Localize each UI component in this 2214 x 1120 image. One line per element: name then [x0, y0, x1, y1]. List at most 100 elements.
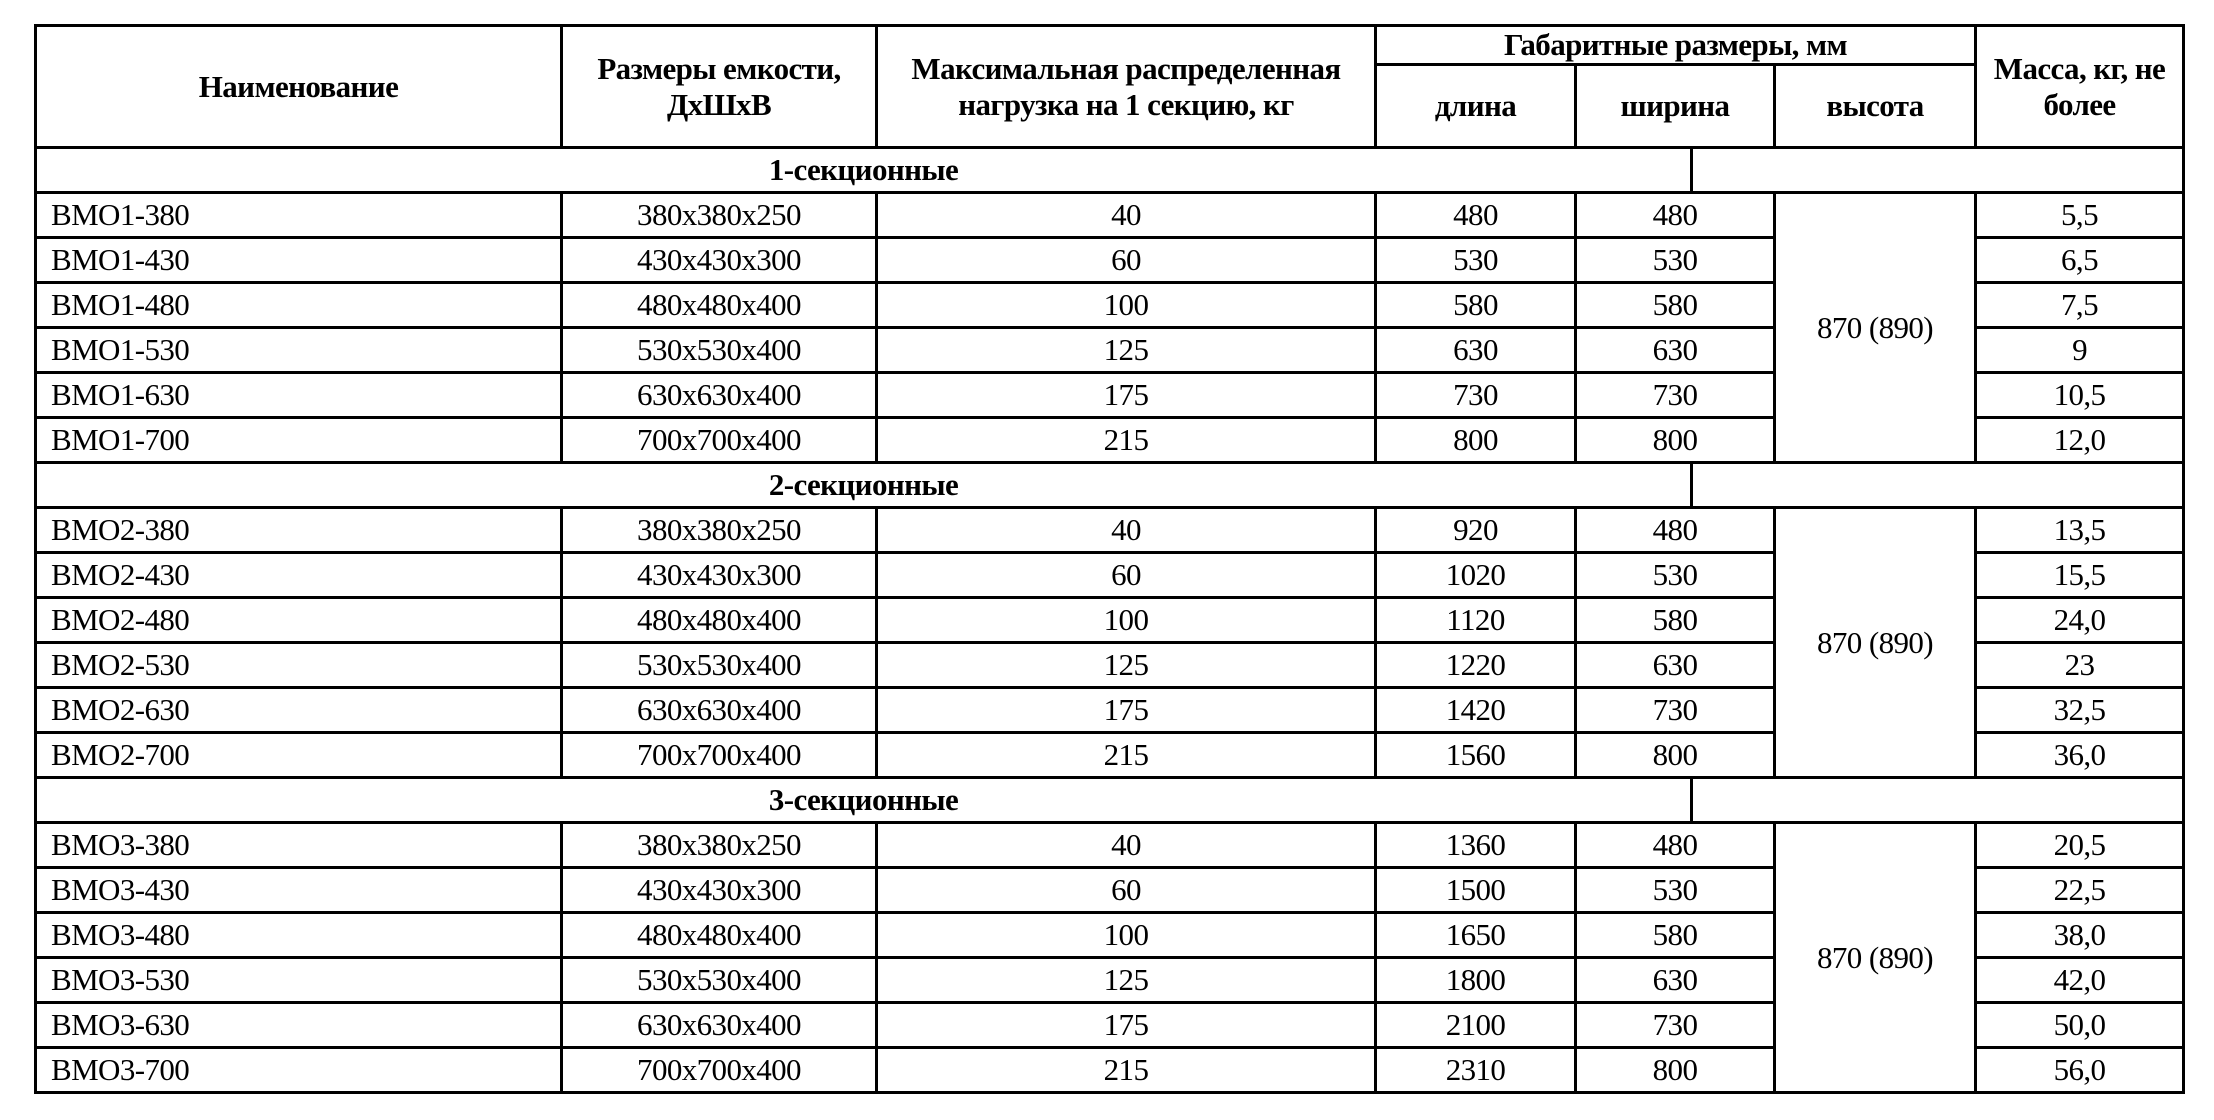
table-row: ВМО2-430 430х430х300 60 1020 530 15,5	[34, 551, 2186, 599]
cell-mass: 20,5	[1974, 821, 2186, 869]
cell-size: 700х700х400	[560, 416, 878, 464]
cell-width: 630	[1574, 326, 1776, 374]
cell-size: 430х430х300	[560, 866, 878, 914]
header-length: длина	[1374, 63, 1577, 149]
cell-name: ВМО2-480	[34, 596, 563, 644]
cell-load: 60	[875, 236, 1377, 284]
cell-name: ВМО1-380	[34, 191, 563, 239]
header-overall-dimensions: Габаритные размеры, мм	[1373, 24, 1978, 66]
cell-width: 580	[1574, 281, 1776, 329]
cell-name: ВМО2-530	[34, 641, 563, 689]
cell-size: 530х530х400	[560, 956, 878, 1004]
cell-size: 630х630х400	[560, 686, 878, 734]
cell-width: 730	[1574, 371, 1776, 419]
cell-length: 1420	[1374, 686, 1577, 734]
cell-size: 430х430х300	[560, 551, 878, 599]
cell-width: 730	[1574, 686, 1776, 734]
cell-length: 1650	[1374, 911, 1577, 959]
cell-width: 530	[1574, 866, 1776, 914]
cell-name: ВМО1-530	[34, 326, 563, 374]
cell-width: 480	[1574, 191, 1776, 239]
cell-mass: 24,0	[1974, 596, 2186, 644]
cell-mass: 9	[1974, 326, 2186, 374]
cell-length: 480	[1374, 191, 1577, 239]
header-width: ширина	[1574, 63, 1776, 149]
cell-name: ВМО3-700	[34, 1046, 563, 1094]
table-row: ВМО3-530 530х530х400 125 1800 630 42,0	[34, 956, 2186, 1004]
cell-mass: 12,0	[1974, 416, 2186, 464]
table-row: ВМО1-480 480х480х400 100 580 580 7,5	[34, 281, 2186, 329]
cell-name: ВМО3-380	[34, 821, 563, 869]
header-mass: Масса, кг, не более	[1974, 24, 2186, 149]
cell-size: 480х480х400	[560, 281, 878, 329]
section-empty-cell	[1689, 461, 2186, 509]
table-row: ВМО3-380 380х380х250 40 1360 480 870 (890) 20,…	[34, 821, 2186, 1094]
cell-size: 530х530х400	[560, 326, 878, 374]
cell-load: 175	[875, 371, 1377, 419]
cell-mass: 42,0	[1974, 956, 2186, 1004]
cell-width: 580	[1574, 911, 1776, 959]
cell-name: ВМО1-630	[34, 371, 563, 419]
table-row: ВМО3-430 430х430х300 60 1500 530 22,5	[34, 866, 2186, 914]
cell-load: 60	[875, 551, 1377, 599]
cell-name: ВМО2-380	[34, 506, 563, 554]
table-body: 1-секционные ВМО1-380 380х380х250 40 480 480 8…	[34, 146, 2186, 1094]
cell-mass: 6,5	[1974, 236, 2186, 284]
cell-mass: 38,0	[1974, 911, 2186, 959]
table-row: ВМО1-700 700х700х400 215 800 800 12,0	[34, 416, 2186, 464]
cell-load: 215	[875, 416, 1377, 464]
header-height: высота	[1772, 63, 1978, 149]
section-row: 3-секционные	[34, 776, 2186, 824]
cell-name: ВМО1-700	[34, 416, 563, 464]
cell-width: 800	[1574, 731, 1776, 779]
cell-name: ВМО3-430	[34, 866, 563, 914]
section-empty-cell	[1689, 146, 2186, 194]
section-title: 2-секционные	[34, 461, 1693, 509]
cell-mass: 10,5	[1974, 371, 2186, 419]
cell-length: 1220	[1374, 641, 1577, 689]
cell-size: 380х380х250	[560, 821, 878, 869]
cell-length: 2310	[1374, 1046, 1577, 1094]
header-size: Размеры емкости, ДхШхВ	[560, 24, 878, 149]
cell-height: 870 (890)	[1772, 191, 1978, 464]
cell-length: 1020	[1374, 551, 1577, 599]
table-row: ВМО1-380 380х380х250 40 480 480 870 (890) 5,5	[34, 191, 2186, 464]
specifications-table: Наименование Размеры емкости, ДхШхВ Макс…	[34, 24, 2186, 1094]
section-empty-cell	[1689, 776, 2186, 824]
cell-height: 870 (890)	[1772, 821, 1978, 1094]
cell-size: 380х380х250	[560, 191, 878, 239]
cell-mass: 15,5	[1974, 551, 2186, 599]
cell-load: 125	[875, 956, 1377, 1004]
cell-width: 480	[1574, 821, 1776, 869]
cell-load: 40	[875, 191, 1377, 239]
cell-name: ВМО2-430	[34, 551, 563, 599]
cell-length: 730	[1374, 371, 1577, 419]
section-title: 3-секционные	[34, 776, 1693, 824]
cell-name: ВМО1-480	[34, 281, 563, 329]
cell-length: 1360	[1374, 821, 1577, 869]
cell-mass: 56,0	[1974, 1046, 2186, 1094]
cell-load: 100	[875, 911, 1377, 959]
table-row: ВМО1-530 530х530х400 125 630 630 9	[34, 326, 2186, 374]
cell-mass: 36,0	[1974, 731, 2186, 779]
cell-mass: 5,5	[1974, 191, 2186, 239]
cell-height: 870 (890)	[1772, 506, 1978, 779]
table-row: ВМО2-630 630х630х400 175 1420 730 32,5	[34, 686, 2186, 734]
header-name: Наименование	[34, 24, 563, 149]
cell-length: 1800	[1374, 956, 1577, 1004]
cell-load: 40	[875, 506, 1377, 554]
cell-length: 920	[1374, 506, 1577, 554]
cell-width: 800	[1574, 416, 1776, 464]
cell-mass: 7,5	[1974, 281, 2186, 329]
cell-width: 480	[1574, 506, 1776, 554]
cell-size: 480х480х400	[560, 911, 878, 959]
cell-load: 60	[875, 866, 1377, 914]
cell-length: 1560	[1374, 731, 1577, 779]
cell-mass: 13,5	[1974, 506, 2186, 554]
table-row: ВМО1-430 430х430х300 60 530 530 6,5	[34, 236, 2186, 284]
cell-width: 800	[1574, 1046, 1776, 1094]
header-load: Максимальная распределенная нагрузка на …	[875, 24, 1377, 149]
cell-size: 480х480х400	[560, 596, 878, 644]
table-row: ВМО2-480 480х480х400 100 1120 580 24,0	[34, 596, 2186, 644]
cell-length: 800	[1374, 416, 1577, 464]
